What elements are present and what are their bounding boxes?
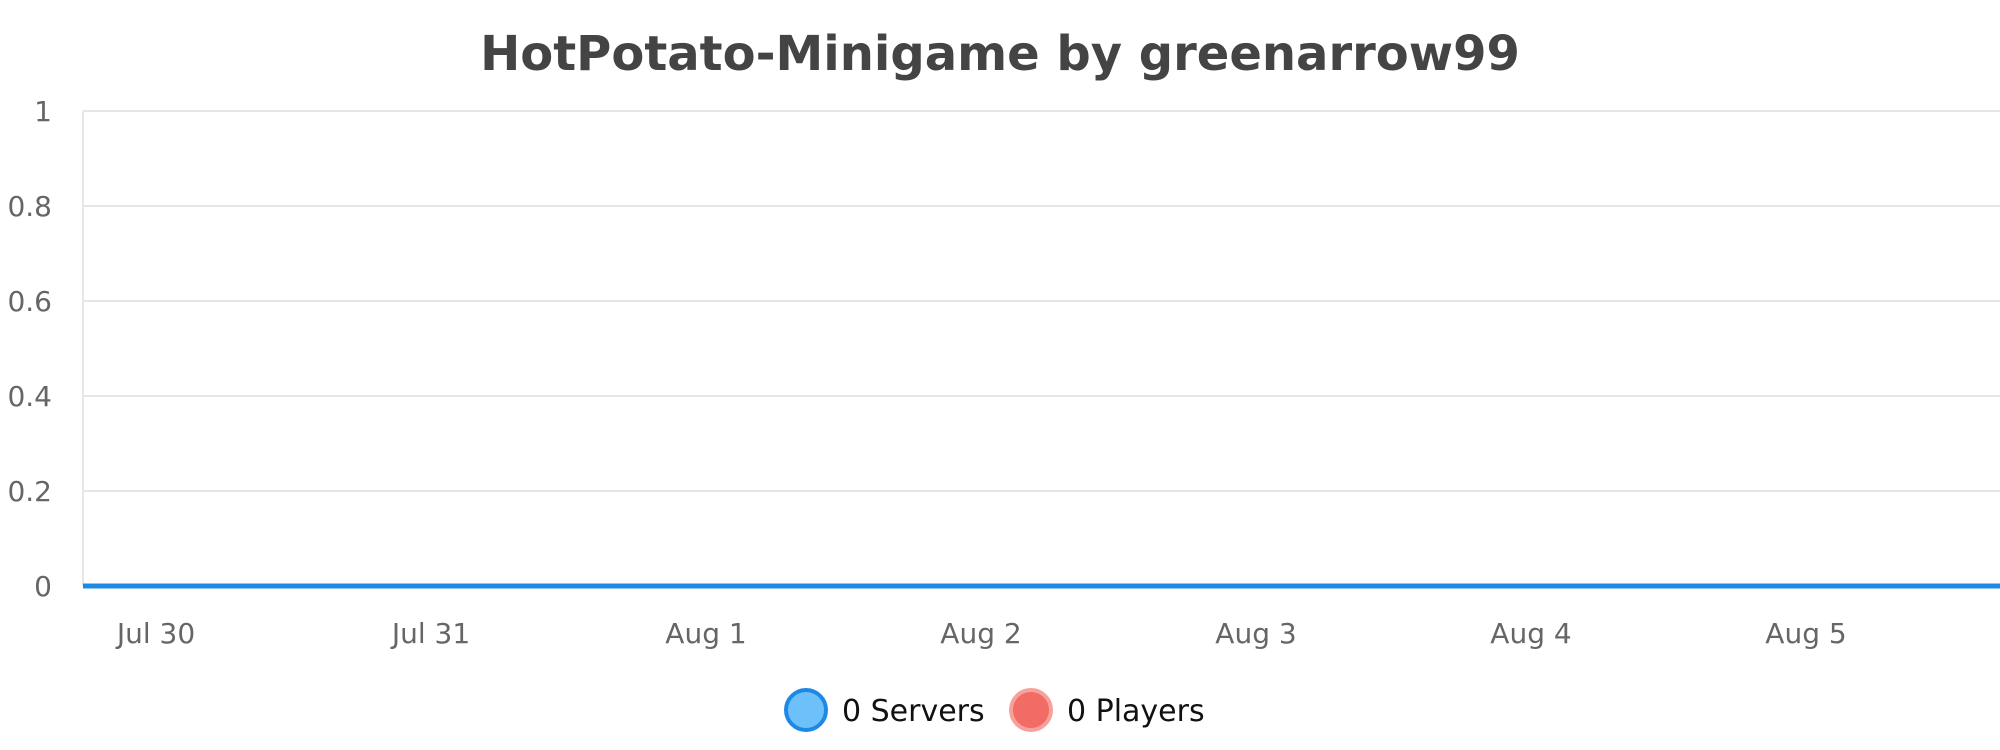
y-tick-label: 0 — [34, 570, 52, 603]
y-tick-label: 0.4 — [7, 380, 52, 413]
x-tick-label: Aug 3 — [1215, 617, 1296, 650]
axes: 0 0.2 0.4 0.6 0.8 1 Jul 30 Jul 31 Aug 1 Aug 2 Aug … — [7, 95, 1846, 650]
legend-item-players[interactable]: 0 Players — [1009, 688, 1205, 732]
x-tick-label: Aug 4 — [1490, 617, 1571, 650]
legend-marker-servers-icon — [784, 688, 828, 732]
x-tick-label: Jul 31 — [390, 617, 470, 650]
x-tick-label: Aug 1 — [665, 617, 746, 650]
legend-label: 0 Players — [1067, 694, 1205, 729]
gridlines — [83, 110, 2000, 492]
legend-label: 0 Servers — [842, 694, 985, 729]
y-tick-label: 1 — [34, 95, 52, 128]
legend-marker-players-icon — [1009, 688, 1053, 732]
y-tick-label: 0.8 — [7, 190, 52, 223]
x-tick-label: Aug 5 — [1765, 617, 1846, 650]
legend: 0 Servers 0 Players — [784, 688, 1205, 732]
chart-title: HotPotato-Minigame by greenarrow99 — [480, 26, 1520, 82]
y-tick-label: 0.2 — [7, 475, 52, 508]
x-tick-label: Aug 2 — [940, 617, 1021, 650]
x-tick-label: Jul 30 — [115, 617, 195, 650]
legend-item-servers[interactable]: 0 Servers — [784, 688, 985, 732]
y-tick-label: 0.6 — [7, 285, 52, 318]
